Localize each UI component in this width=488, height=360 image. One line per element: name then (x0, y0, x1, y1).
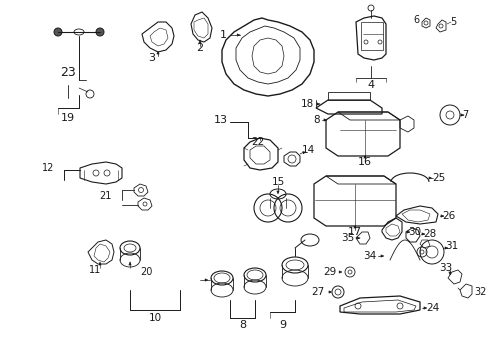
Text: 5: 5 (449, 17, 455, 27)
Text: 8: 8 (239, 320, 246, 330)
Text: 4: 4 (366, 80, 374, 90)
Circle shape (96, 28, 104, 36)
Text: 25: 25 (431, 173, 445, 183)
Text: 6: 6 (413, 15, 419, 25)
Text: 34: 34 (362, 251, 375, 261)
Text: 14: 14 (302, 145, 315, 155)
Text: 27: 27 (311, 287, 325, 297)
Text: 3: 3 (148, 53, 155, 63)
Text: 29: 29 (322, 267, 335, 277)
Text: 10: 10 (148, 313, 161, 323)
Text: 11: 11 (89, 265, 101, 275)
Text: 26: 26 (441, 211, 454, 221)
Text: 12: 12 (41, 163, 54, 173)
Text: 9: 9 (279, 320, 286, 330)
Text: 18: 18 (300, 99, 313, 109)
Text: 33: 33 (439, 263, 452, 273)
Text: 15: 15 (271, 177, 284, 187)
Text: 30: 30 (407, 227, 420, 237)
Text: 31: 31 (444, 241, 457, 251)
Text: 2: 2 (196, 43, 203, 53)
Text: 23: 23 (60, 66, 76, 78)
Circle shape (54, 28, 62, 36)
Text: 17: 17 (347, 227, 361, 237)
Text: 22: 22 (251, 137, 264, 147)
Text: 32: 32 (473, 287, 486, 297)
Text: 8: 8 (313, 115, 319, 125)
Bar (360, 22, 382, 50)
Text: 1: 1 (220, 30, 226, 40)
Text: 35: 35 (340, 233, 353, 243)
Text: 20: 20 (140, 267, 152, 277)
Text: 13: 13 (214, 115, 227, 125)
Text: 16: 16 (357, 157, 371, 167)
Text: 19: 19 (61, 113, 75, 123)
Text: 7: 7 (461, 110, 468, 120)
Text: 24: 24 (425, 303, 438, 313)
Text: 21: 21 (100, 191, 112, 201)
Text: 28: 28 (422, 229, 435, 239)
